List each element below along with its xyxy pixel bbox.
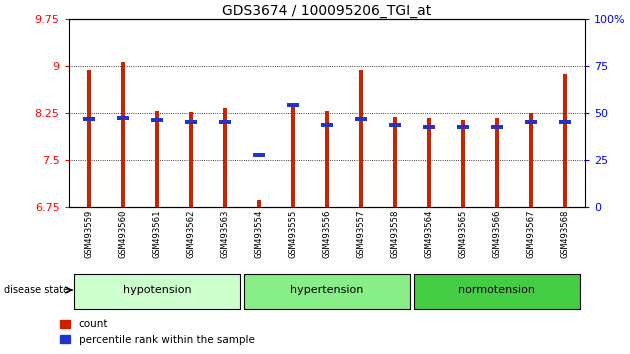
Bar	[358, 70, 363, 206]
Bar	[324, 111, 329, 206]
Bar	[423, 125, 435, 129]
Bar	[219, 120, 231, 124]
Bar	[529, 113, 533, 206]
Bar	[87, 70, 91, 206]
Text: GSM493558: GSM493558	[391, 210, 399, 258]
FancyBboxPatch shape	[244, 274, 410, 309]
Text: GSM493555: GSM493555	[289, 210, 297, 258]
Text: disease state: disease state	[4, 285, 69, 295]
Text: GSM493564: GSM493564	[425, 210, 433, 258]
Bar	[257, 200, 261, 206]
Text: GSM493554: GSM493554	[255, 210, 263, 258]
FancyBboxPatch shape	[74, 274, 240, 309]
Title: GDS3674 / 100095206_TGI_at: GDS3674 / 100095206_TGI_at	[222, 4, 432, 18]
Bar	[189, 112, 193, 206]
Bar	[355, 117, 367, 121]
Bar	[457, 125, 469, 129]
Text: GSM493563: GSM493563	[220, 210, 229, 258]
Bar	[495, 118, 499, 206]
Text: hypertension: hypertension	[290, 285, 364, 295]
Text: GSM493567: GSM493567	[526, 210, 536, 258]
Bar	[155, 111, 159, 206]
Bar	[392, 117, 397, 206]
Bar	[151, 119, 163, 122]
Bar	[253, 153, 265, 157]
Text: hypotension: hypotension	[123, 285, 192, 295]
Bar	[83, 117, 95, 121]
Bar	[427, 118, 431, 206]
Text: GSM493566: GSM493566	[492, 210, 501, 258]
Text: normotension: normotension	[459, 285, 536, 295]
Bar	[491, 125, 503, 129]
Bar	[185, 120, 197, 124]
Bar	[321, 124, 333, 127]
Bar	[525, 120, 537, 124]
Text: GSM493560: GSM493560	[118, 210, 127, 258]
Text: GSM493559: GSM493559	[84, 210, 93, 258]
Text: GSM493561: GSM493561	[152, 210, 161, 258]
Bar	[117, 116, 129, 120]
Bar	[563, 74, 567, 206]
Bar	[290, 105, 295, 206]
Text: GSM493556: GSM493556	[323, 210, 331, 258]
Bar	[389, 124, 401, 127]
Text: GSM493565: GSM493565	[459, 210, 467, 258]
Text: GSM493557: GSM493557	[357, 210, 365, 258]
Text: GSM493568: GSM493568	[560, 210, 570, 258]
Legend: count, percentile rank within the sample: count, percentile rank within the sample	[55, 315, 258, 349]
Text: GSM493562: GSM493562	[186, 210, 195, 258]
Bar	[461, 120, 465, 206]
Bar	[287, 103, 299, 107]
Bar	[121, 62, 125, 206]
Bar	[559, 120, 571, 124]
FancyBboxPatch shape	[413, 274, 580, 309]
Bar	[223, 108, 227, 206]
